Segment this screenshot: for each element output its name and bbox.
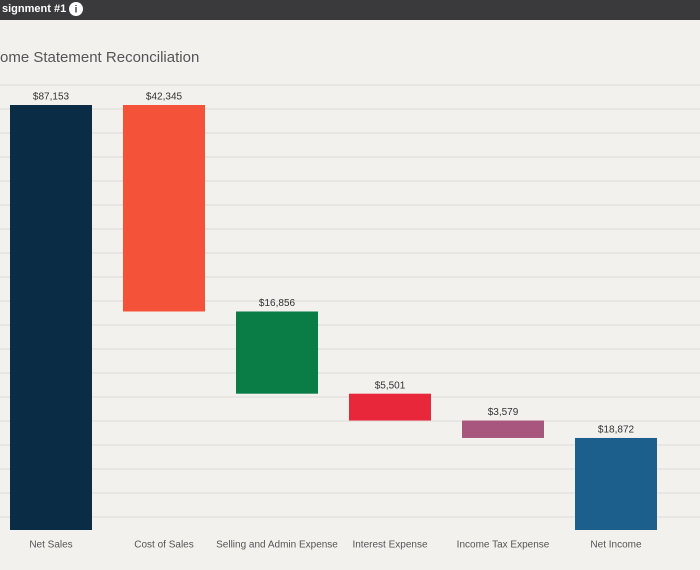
chart-title: Income Statement Reconciliation [0, 49, 199, 66]
x-tick-label: Cost of Sales [134, 540, 193, 551]
bar [349, 393, 431, 421]
value-label: $3,579 [488, 407, 519, 418]
x-tick-label: Net Sales [29, 540, 72, 551]
info-icon-glyph: i [75, 5, 78, 16]
x-tick-label: Income Tax Expense [457, 540, 550, 551]
bar [123, 105, 205, 312]
info-icon[interactable] [69, 2, 83, 16]
value-label: $42,345 [146, 92, 183, 103]
header-title: signment #1 [2, 3, 66, 15]
x-tick-label: Interest Expense [352, 540, 427, 551]
bar [10, 105, 92, 530]
value-label: $87,153 [33, 92, 70, 103]
x-tick-label: Net Income [590, 540, 642, 551]
bar [575, 437, 657, 530]
value-label: $16,856 [259, 298, 296, 309]
x-tick-label: Selling and Admin Expense [216, 540, 338, 551]
grid [0, 84, 700, 518]
bar [236, 311, 318, 394]
top-bar [0, 0, 700, 20]
value-label: $5,501 [375, 380, 406, 391]
bar [462, 420, 544, 438]
value-label: $18,872 [598, 425, 635, 436]
